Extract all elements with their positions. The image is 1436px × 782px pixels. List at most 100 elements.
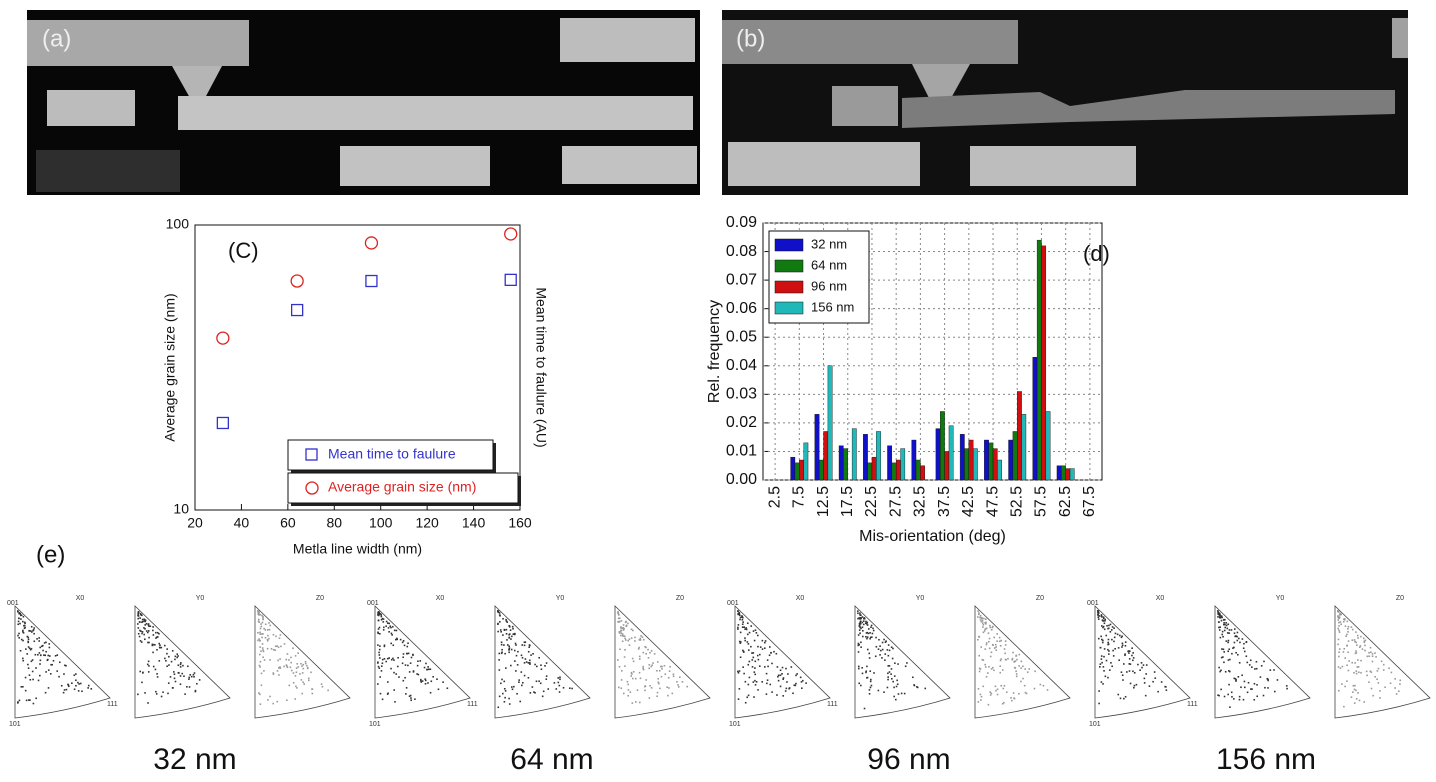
pole-texture xyxy=(1141,666,1143,669)
pole-texture xyxy=(143,618,146,621)
pole-texture xyxy=(518,679,520,681)
pole-texture xyxy=(45,641,47,644)
pole-texture xyxy=(25,699,28,702)
pole-texture xyxy=(292,681,295,684)
pole-texture xyxy=(521,681,524,684)
pole-texture xyxy=(1351,639,1354,642)
pole-texture xyxy=(1337,643,1339,646)
pole-texture xyxy=(642,667,644,670)
pole-texture xyxy=(681,681,684,683)
pole-texture xyxy=(429,691,432,694)
pole-texture xyxy=(503,680,506,683)
bar xyxy=(935,428,941,481)
pole-texture xyxy=(1338,631,1341,633)
pole-texture xyxy=(1124,654,1126,657)
pole-texture xyxy=(501,651,503,654)
pole-texture xyxy=(137,617,140,620)
pole-texture xyxy=(1026,671,1029,673)
x-tick-label: 100 xyxy=(369,515,393,531)
pole-texture xyxy=(143,633,145,636)
pole-texture xyxy=(382,618,385,620)
pole-texture xyxy=(1113,640,1115,643)
pole-texture xyxy=(631,702,634,704)
pole-texture xyxy=(1371,660,1374,663)
pole-texture xyxy=(1128,650,1130,652)
pole-texture xyxy=(801,687,803,690)
marker xyxy=(504,273,517,287)
pole-texture xyxy=(75,673,77,675)
pole-texture xyxy=(634,636,636,639)
pole-texture xyxy=(390,626,392,629)
pole-texture xyxy=(321,685,324,688)
pole-texture xyxy=(765,672,768,675)
pole-texture xyxy=(144,619,147,621)
pole-texture xyxy=(1364,644,1366,647)
pole-texture xyxy=(297,652,299,654)
pole-texture xyxy=(1256,695,1259,698)
pole-texture xyxy=(745,628,748,631)
legend-swatch xyxy=(774,238,804,252)
pole-texture xyxy=(152,629,154,632)
pole-texture xyxy=(629,691,632,693)
pole-texture xyxy=(20,686,23,688)
pole-texture xyxy=(48,643,51,645)
pole-texture xyxy=(523,662,526,664)
pole-texture xyxy=(1353,671,1355,674)
pole-texture xyxy=(624,648,626,651)
pole-texture xyxy=(1109,669,1111,671)
pole-texture xyxy=(1394,687,1396,689)
pole-texture xyxy=(741,615,743,617)
bar xyxy=(1032,357,1038,481)
pole-texture xyxy=(978,654,980,657)
pole-texture xyxy=(994,685,997,688)
pole-texture xyxy=(500,682,502,685)
pole-texture xyxy=(87,684,90,687)
pole-texture xyxy=(521,656,524,659)
pole-texture xyxy=(1245,655,1248,658)
pole-texture xyxy=(773,650,775,653)
pole-texture xyxy=(148,665,150,667)
pole-texture xyxy=(275,635,277,638)
pole-texture xyxy=(620,626,622,628)
pole-texture xyxy=(137,623,139,625)
pole-texture xyxy=(1013,666,1016,669)
pole-texture xyxy=(1100,614,1103,616)
pole-texture xyxy=(800,681,803,683)
pole-texture xyxy=(155,631,157,634)
pole-texture xyxy=(769,646,771,648)
pole-texture xyxy=(977,701,980,703)
pole-texture xyxy=(29,678,32,681)
pole-texture xyxy=(1376,670,1379,672)
pole-texture xyxy=(863,617,866,620)
pole-texture xyxy=(758,665,761,667)
legend-marker xyxy=(305,448,318,461)
legend-swatch xyxy=(774,259,804,273)
pole-texture xyxy=(865,635,867,638)
pole-texture xyxy=(412,671,415,673)
pole-texture xyxy=(766,682,768,685)
pole-texture xyxy=(1225,624,1228,627)
pole-texture xyxy=(1154,677,1157,679)
pole-texture xyxy=(259,627,262,630)
pole-texture xyxy=(748,660,751,663)
marker xyxy=(364,236,379,250)
pole-texture xyxy=(1129,663,1132,665)
pole-texture xyxy=(1128,658,1131,660)
pole-texture xyxy=(42,649,44,652)
pole-texture xyxy=(19,649,22,652)
pole-texture xyxy=(266,647,269,650)
pole-texture xyxy=(1098,702,1100,705)
pole-texture xyxy=(1101,638,1103,641)
marker xyxy=(216,331,230,345)
bar xyxy=(843,448,848,481)
pole-texture xyxy=(1217,612,1220,615)
pole-texture xyxy=(1145,664,1148,666)
pole-texture xyxy=(1358,699,1361,702)
pole-texture xyxy=(500,652,503,655)
pole-texture xyxy=(1382,669,1385,671)
pole-texture xyxy=(1238,661,1241,664)
panel-label: (b) xyxy=(736,25,765,52)
pole-texture xyxy=(378,648,381,651)
pole-texture xyxy=(1357,671,1360,674)
pole-texture xyxy=(996,693,999,696)
